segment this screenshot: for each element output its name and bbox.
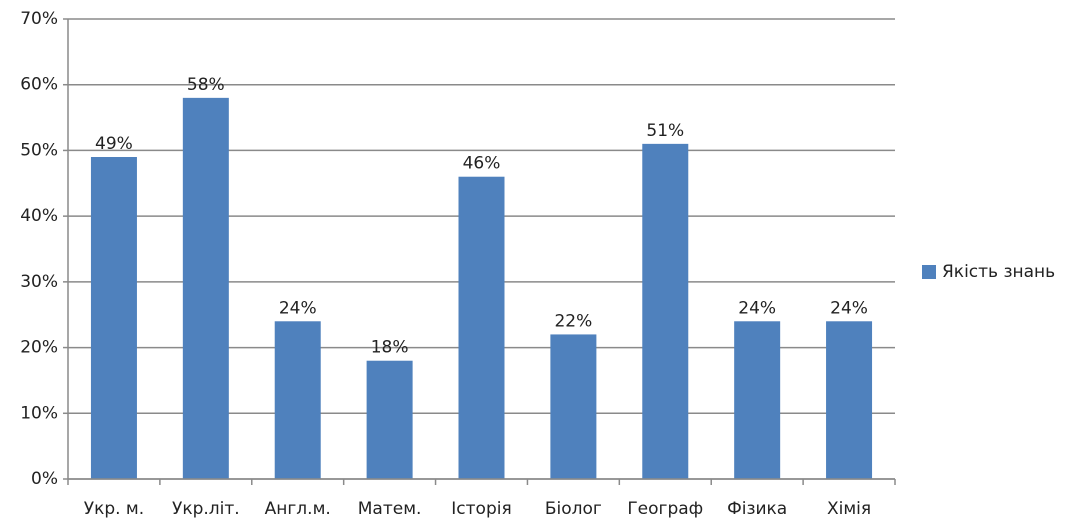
- x-tick-label: Географ: [627, 499, 703, 519]
- data-label: 49%: [95, 134, 133, 154]
- x-tick-label: Укр.літ.: [172, 499, 240, 519]
- x-tick-label: Англ.м.: [265, 499, 331, 519]
- bar: [550, 334, 597, 479]
- bar: [366, 360, 413, 479]
- x-tick-label: Матем.: [358, 499, 422, 519]
- bar: [734, 321, 781, 479]
- x-tick-label: Укр. м.: [84, 499, 144, 519]
- x-tick-label: Біолог: [545, 499, 602, 519]
- data-label: 46%: [463, 154, 501, 174]
- y-tick-label: 40%: [20, 206, 58, 226]
- x-tick-label: Історія: [451, 499, 511, 519]
- y-tick-label: 60%: [20, 75, 58, 95]
- data-label: 24%: [738, 298, 776, 318]
- y-tick-label: 50%: [20, 140, 58, 160]
- data-label: 24%: [830, 298, 868, 318]
- bar: [458, 176, 505, 479]
- data-label: 22%: [554, 311, 592, 331]
- y-tick-label: 70%: [20, 9, 58, 29]
- legend-marker: [922, 265, 936, 279]
- bar: [826, 321, 873, 479]
- y-tick-label: 20%: [20, 338, 58, 358]
- data-label: 18%: [371, 338, 409, 358]
- y-tick-label: 10%: [20, 403, 58, 423]
- bar: [274, 321, 321, 479]
- y-tick-label: 0%: [31, 469, 58, 489]
- x-tick-label: Фізика: [727, 499, 787, 519]
- x-tick-label: Хімія: [827, 499, 871, 519]
- data-label: 24%: [279, 298, 317, 318]
- y-tick-label: 30%: [20, 272, 58, 292]
- bar: [182, 97, 229, 479]
- legend-label: Якість знань: [942, 262, 1055, 282]
- bar: [90, 157, 137, 479]
- bar: [642, 143, 689, 479]
- data-label: 58%: [187, 75, 225, 95]
- data-label: 51%: [646, 121, 684, 141]
